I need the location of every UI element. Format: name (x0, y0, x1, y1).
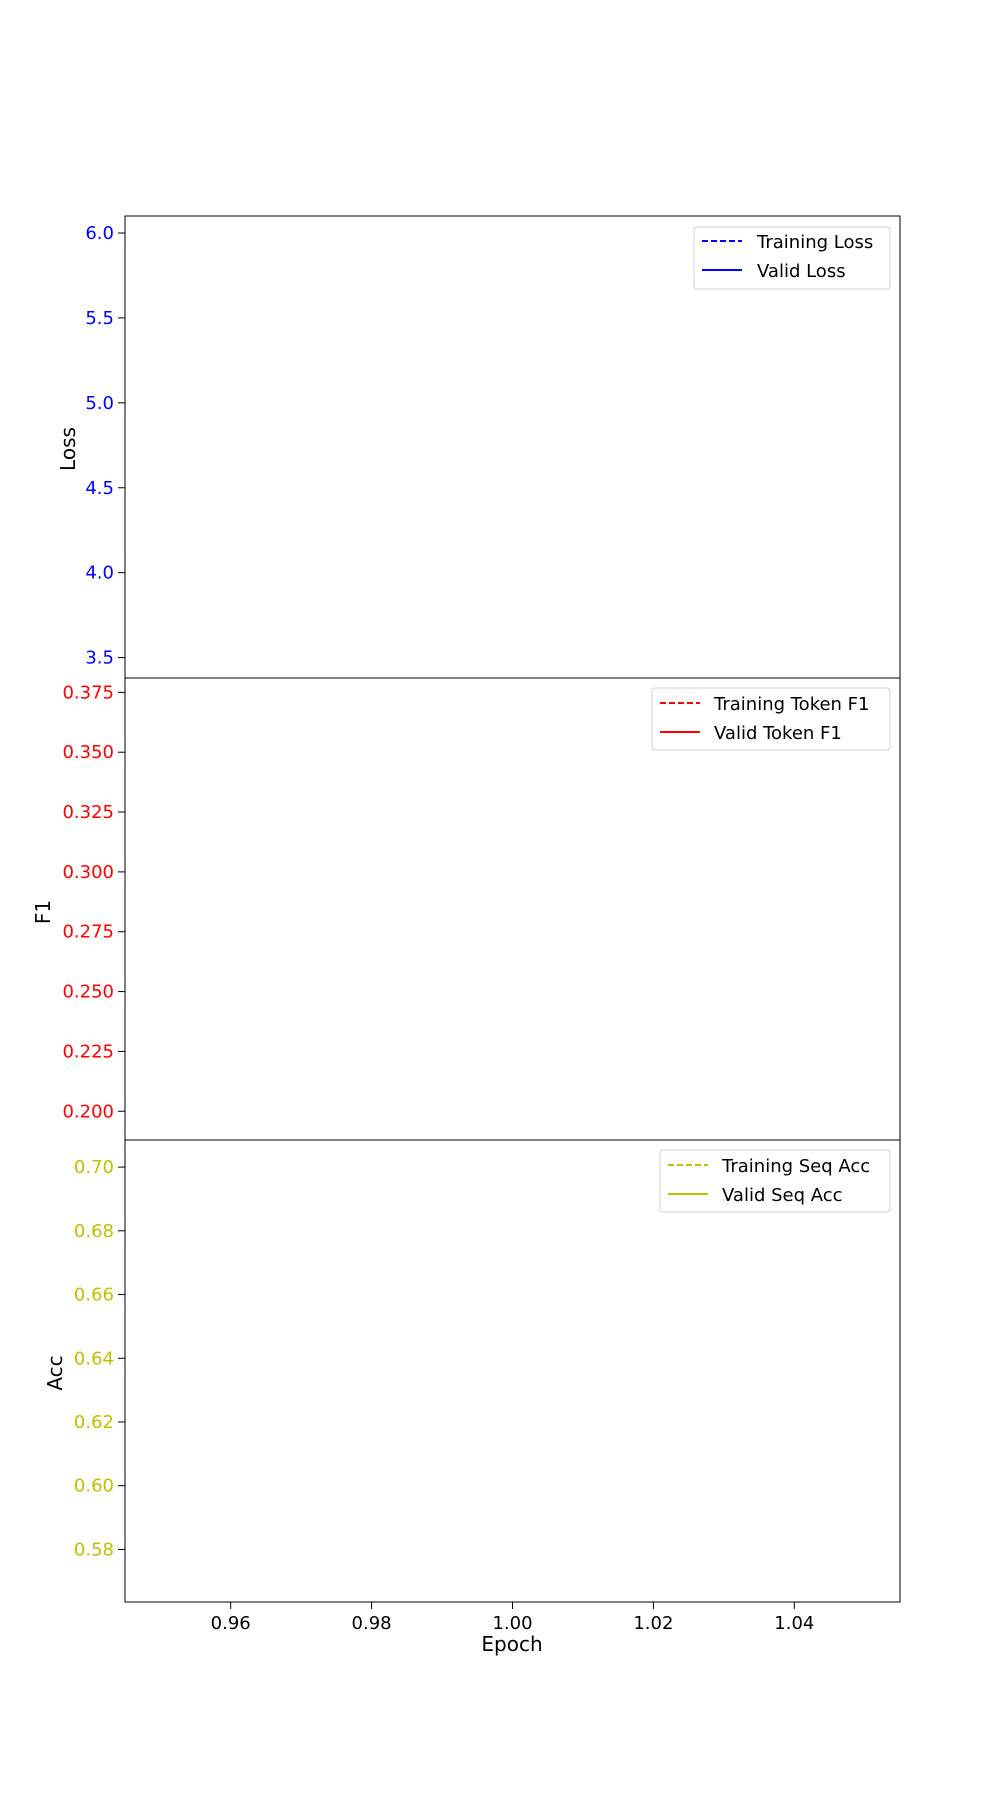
loss-y-tick-label-3: 4.5 (85, 478, 114, 499)
f1-legend-label-training: Training Token F1 (713, 694, 870, 715)
f1-legend: Training Token F1 Valid Token F1 (651, 687, 891, 751)
loss-y-tick-label-1: 5.5 (85, 308, 114, 329)
acc-legend-label-valid: Valid Seq Acc (722, 1185, 843, 1206)
loss-y-ticks: 6.0 5.5 5.0 4.5 4.0 3.5 (85, 223, 125, 669)
acc-y-tick-label-0: 0.70 (74, 1157, 114, 1178)
f1-y-tick-label-1: 0.350 (62, 742, 114, 763)
f1-y-tick-label-0: 0.375 (62, 682, 114, 703)
loss-legend-label-training: Training Loss (756, 232, 873, 253)
acc-legend-label-training: Training Seq Acc (721, 1156, 870, 1177)
acc-legend: Training Seq Acc Valid Seq Acc (659, 1149, 891, 1213)
acc-panel: 0.70 0.68 0.66 0.64 0.62 0.60 0.58 0.96 0.98 1.0… (43, 1139, 901, 1656)
acc-y-tick-label-6: 0.58 (74, 1539, 114, 1560)
x-axis-label: Epoch (481, 1632, 542, 1656)
loss-y-axis-label: Loss (56, 427, 80, 471)
acc-y-tick-label-2: 0.66 (74, 1285, 114, 1306)
loss-legend: Training Loss Valid Loss (693, 226, 891, 290)
f1-y-axis-label: F1 (31, 900, 55, 924)
acc-x-ticks: 0.96 0.98 1.00 1.02 1.04 (211, 1602, 814, 1634)
loss-y-tick-label-0: 6.0 (85, 223, 114, 244)
x-tick-label-0: 0.96 (211, 1613, 251, 1634)
x-tick-label-4: 1.04 (774, 1613, 814, 1634)
acc-legend-box (659, 1149, 891, 1213)
loss-panel: 6.0 5.5 5.0 4.5 4.0 3.5 Loss Training Loss Va… (56, 215, 901, 679)
loss-y-tick-label-2: 5.0 (85, 393, 114, 414)
x-tick-label-2: 1.00 (492, 1613, 532, 1634)
f1-y-tick-label-2: 0.325 (62, 802, 114, 823)
f1-y-ticks: 0.375 0.350 0.325 0.300 0.275 0.250 0.225 0.200 (62, 682, 125, 1122)
acc-y-axis-label: Acc (43, 1355, 67, 1390)
loss-legend-label-valid: Valid Loss (757, 261, 846, 282)
x-tick-label-3: 1.02 (633, 1613, 673, 1634)
acc-y-tick-label-5: 0.60 (74, 1476, 114, 1497)
f1-y-tick-label-7: 0.200 (62, 1101, 114, 1122)
f1-y-tick-label-5: 0.250 (62, 982, 114, 1003)
acc-y-ticks: 0.70 0.68 0.66 0.64 0.62 0.60 0.58 (74, 1157, 125, 1560)
loss-legend-box (693, 226, 891, 290)
f1-panel: 0.375 0.350 0.325 0.300 0.275 0.250 0.225 0.200… (31, 677, 901, 1141)
f1-y-tick-label-6: 0.225 (62, 1041, 114, 1062)
loss-y-tick-label-5: 3.5 (85, 648, 114, 669)
f1-y-tick-label-3: 0.300 (62, 862, 114, 883)
acc-y-tick-label-3: 0.64 (74, 1348, 114, 1369)
loss-y-tick-label-4: 4.0 (85, 563, 114, 584)
f1-legend-label-valid: Valid Token F1 (714, 723, 842, 744)
acc-y-tick-label-4: 0.62 (74, 1412, 114, 1433)
x-tick-label-1: 0.98 (352, 1613, 392, 1634)
f1-y-tick-label-4: 0.275 (62, 922, 114, 943)
f1-legend-box (651, 687, 891, 751)
acc-y-tick-label-1: 0.68 (74, 1221, 114, 1242)
